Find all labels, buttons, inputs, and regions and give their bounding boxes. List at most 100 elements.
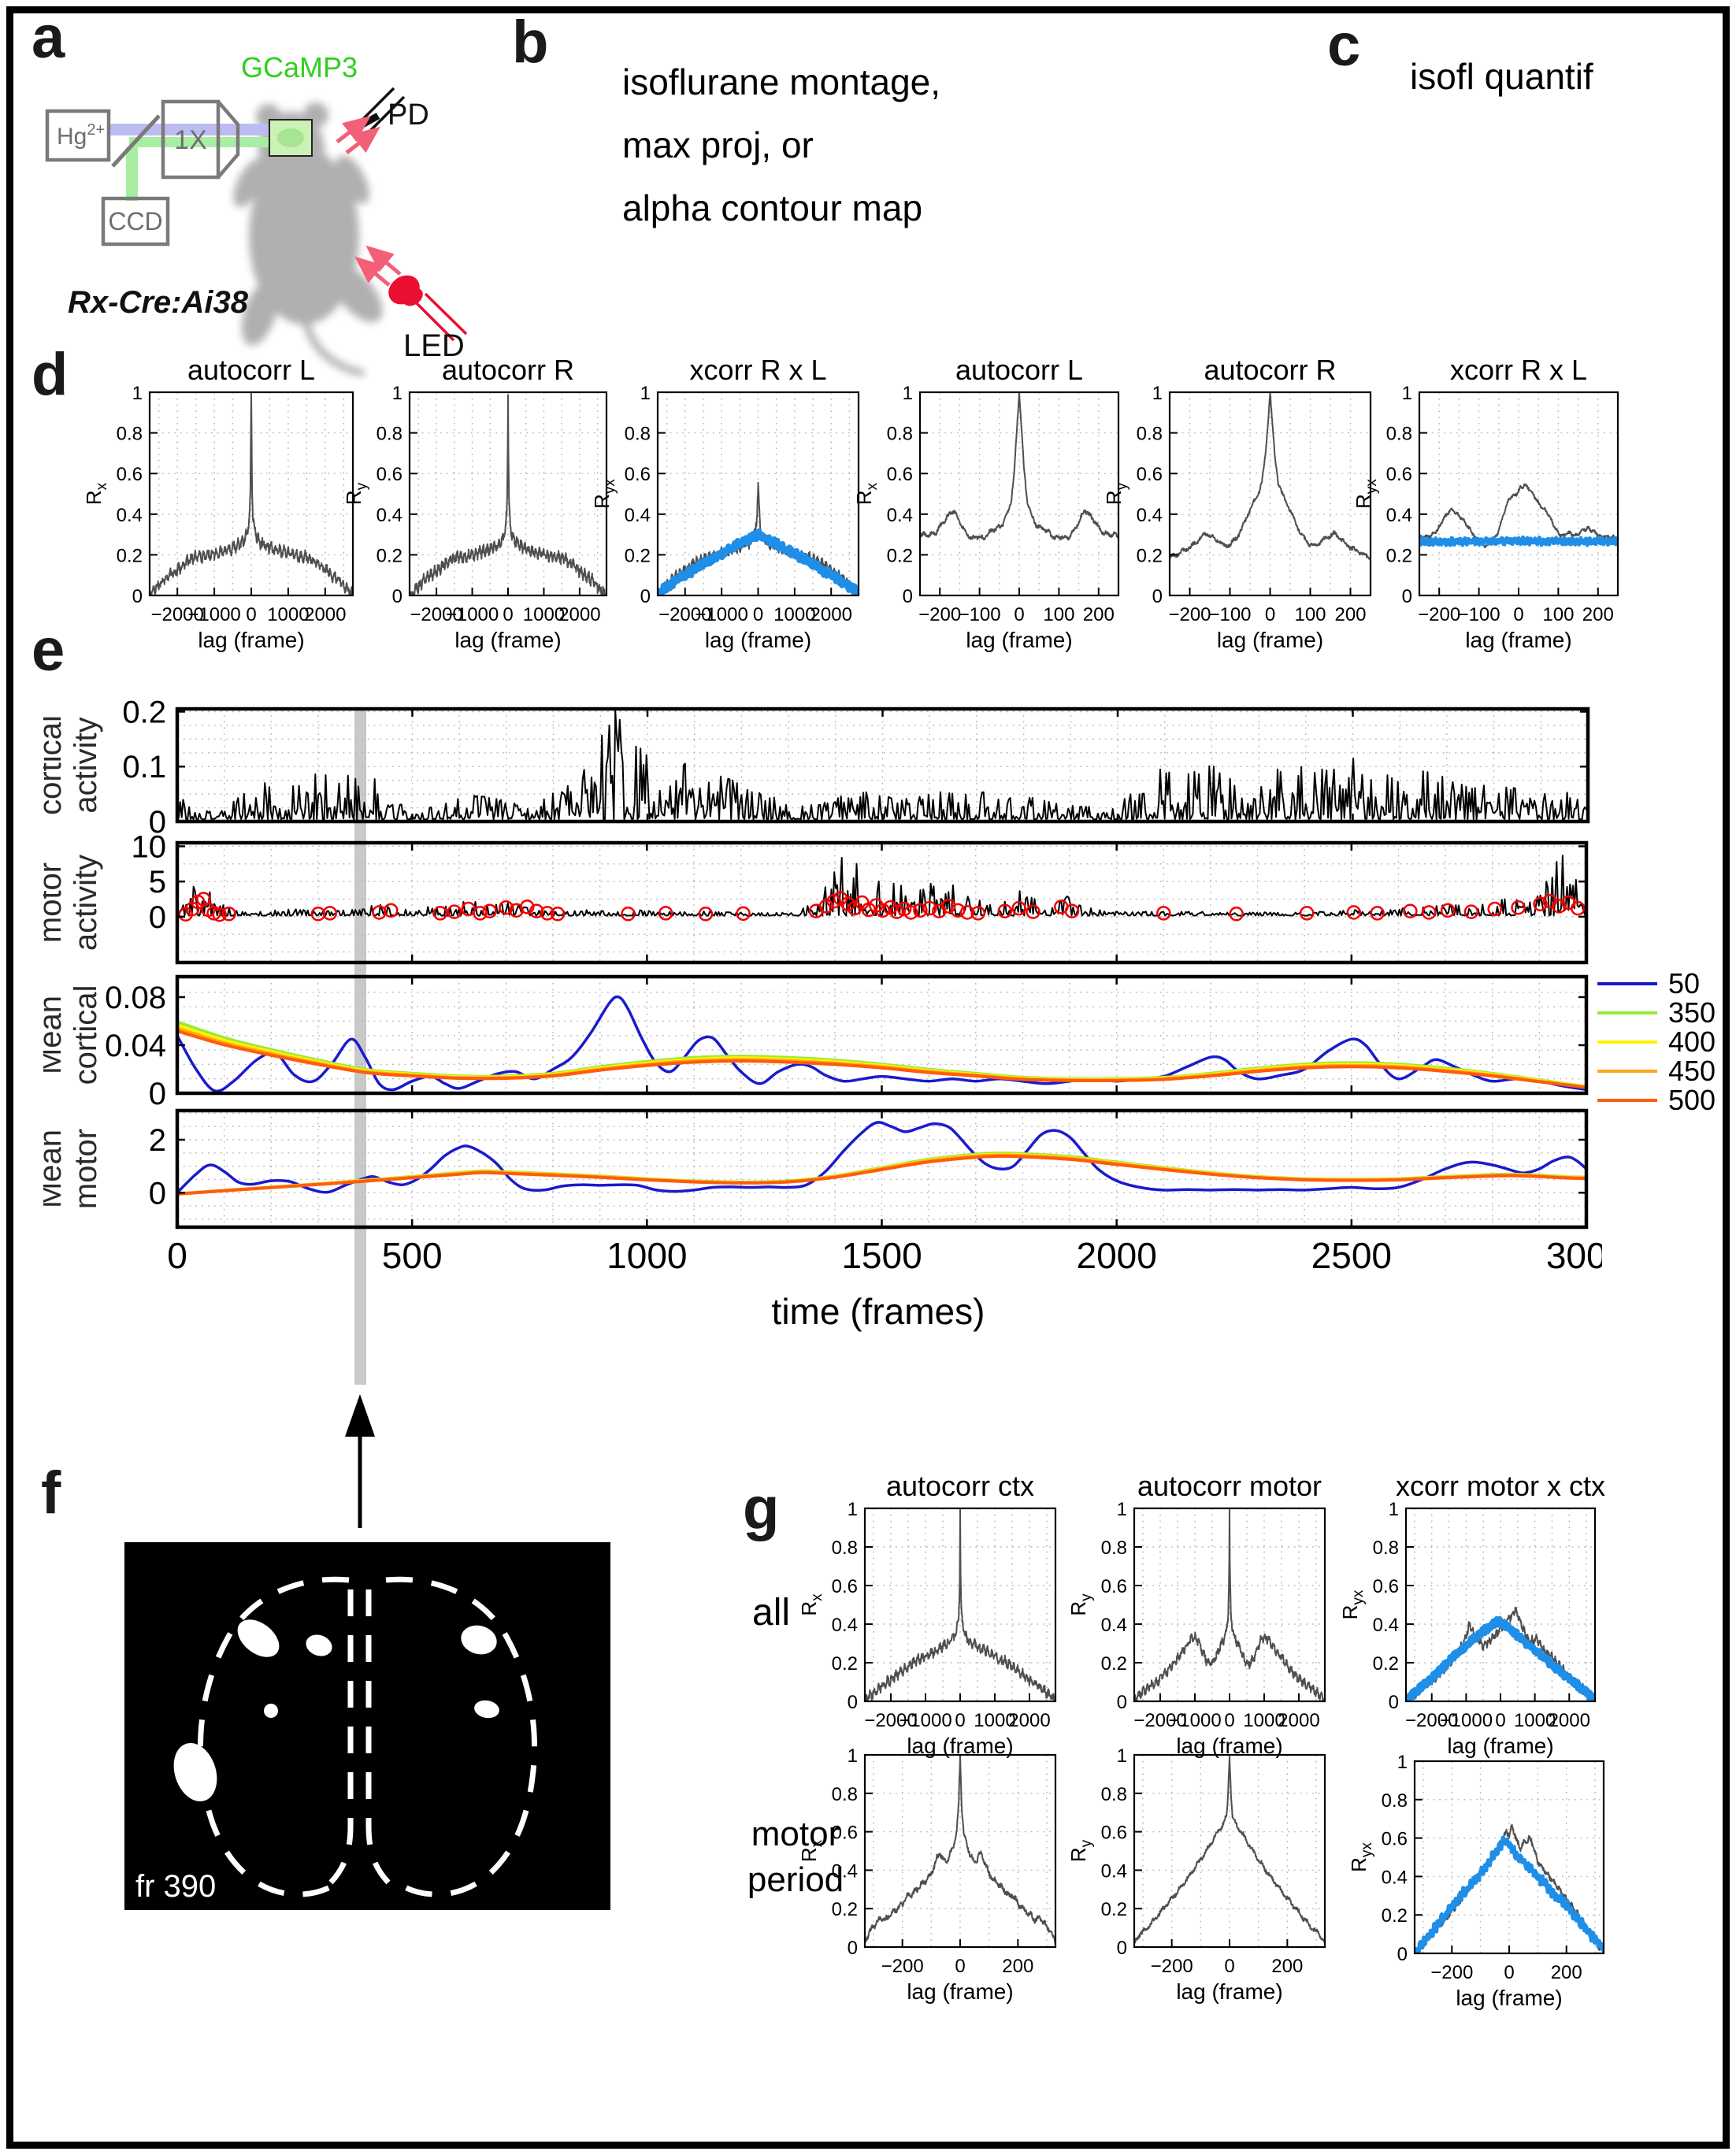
svg-text:2000: 2000 xyxy=(304,604,346,625)
gcamp-label: GCaMP3 xyxy=(241,51,358,83)
svg-text:0: 0 xyxy=(149,1077,166,1111)
svg-text:0.2: 0.2 xyxy=(832,1653,858,1675)
svg-text:0: 0 xyxy=(640,586,651,607)
panel-b-text: isoflurane montage, max proj, or alpha c… xyxy=(622,61,941,228)
svg-text:0.1: 0.1 xyxy=(122,750,166,784)
svg-text:100: 100 xyxy=(1542,604,1574,625)
chart-d6: xcorr R x L 0 0.2 0.4 0.6 0.8 1 −200−100 0 100 200… xyxy=(1352,354,1619,652)
svg-text:200: 200 xyxy=(1002,1956,1033,1977)
svg-text:−100: −100 xyxy=(959,604,1001,625)
mercury-lamp-label: Hg2+ xyxy=(57,121,105,150)
svg-text:Ry: Ry xyxy=(342,482,370,505)
svg-text:0.6: 0.6 xyxy=(1101,1576,1127,1597)
svg-text:0.2: 0.2 xyxy=(625,545,651,566)
svg-text:0: 0 xyxy=(149,1176,166,1211)
legend-line-swatch xyxy=(1597,1040,1657,1044)
frame-pointer-arrow xyxy=(345,1394,375,1528)
svg-text:0: 0 xyxy=(1504,1962,1514,1983)
frame-number-label: fr 390 xyxy=(135,1869,216,1904)
svg-text:−200: −200 xyxy=(1430,1962,1473,1983)
svg-text:lag (frame): lag (frame) xyxy=(907,1979,1013,2004)
svg-text:autocorr motor: autocorr motor xyxy=(1137,1470,1322,1502)
svg-text:0.8: 0.8 xyxy=(1382,1790,1408,1812)
svg-text:1000: 1000 xyxy=(523,604,565,625)
svg-text:0.4: 0.4 xyxy=(377,505,402,526)
ccd-label: CCD xyxy=(108,207,162,236)
svg-text:0.6: 0.6 xyxy=(832,1823,858,1844)
svg-text:−100: −100 xyxy=(1208,604,1251,625)
legend-entry: 350 xyxy=(1597,996,1716,1029)
svg-text:lag (frame): lag (frame) xyxy=(966,628,1072,652)
svg-text:0.08: 0.08 xyxy=(105,981,166,1015)
reflected-light-arrows-led xyxy=(354,245,402,287)
svg-text:0: 0 xyxy=(753,604,763,625)
svg-text:0: 0 xyxy=(955,1956,965,1977)
svg-text:motor: motor xyxy=(69,1129,103,1209)
svg-text:1: 1 xyxy=(1402,383,1412,404)
svg-text:xcorr motor x ctx: xcorr motor x ctx xyxy=(1396,1470,1605,1502)
genotype-label: Rx-Cre:Ai38 xyxy=(68,285,248,320)
panel-label-f: f xyxy=(41,1460,61,1526)
svg-text:1: 1 xyxy=(848,1499,858,1520)
svg-text:Ryx: Ryx xyxy=(1352,479,1380,509)
svg-text:0.2: 0.2 xyxy=(117,545,143,566)
cranial-window xyxy=(269,119,313,157)
svg-text:0: 0 xyxy=(1397,1944,1408,1965)
svg-text:lag (frame): lag (frame) xyxy=(1176,1979,1282,2004)
chart-d4: autocorr L 0 0.2 0.4 0.6 0.8 1 −200−100 0 100 200 l… xyxy=(852,354,1120,652)
svg-text:0.6: 0.6 xyxy=(832,1576,858,1597)
svg-text:0: 0 xyxy=(246,604,256,625)
legend-line-swatch xyxy=(1597,981,1657,985)
svg-text:0.6: 0.6 xyxy=(1373,1576,1399,1597)
svg-text:0.6: 0.6 xyxy=(1386,464,1412,485)
svg-text:500: 500 xyxy=(382,1235,443,1276)
svg-text:1000: 1000 xyxy=(1514,1710,1556,1731)
svg-text:200: 200 xyxy=(1334,604,1366,625)
svg-text:lag (frame): lag (frame) xyxy=(1176,1734,1282,1758)
svg-text:−100: −100 xyxy=(1458,604,1500,625)
svg-text:1: 1 xyxy=(640,383,651,404)
svg-text:1000: 1000 xyxy=(974,1710,1015,1731)
svg-text:0.4: 0.4 xyxy=(832,1860,858,1882)
svg-text:−1000: −1000 xyxy=(446,604,499,625)
svg-text:Ry: Ry xyxy=(1066,1593,1095,1616)
svg-text:0: 0 xyxy=(1513,604,1523,625)
svg-text:−2000: −2000 xyxy=(658,604,711,625)
svg-text:lag (frame): lag (frame) xyxy=(454,628,561,652)
svg-text:10: 10 xyxy=(132,829,167,864)
beamsplitter xyxy=(111,114,161,168)
svg-text:0.6: 0.6 xyxy=(117,464,143,485)
legend-label: 400 xyxy=(1668,1025,1716,1058)
svg-text:−2000: −2000 xyxy=(864,1710,917,1731)
svg-text:0.8: 0.8 xyxy=(1101,1784,1127,1805)
svg-text:2000: 2000 xyxy=(1278,1710,1319,1731)
setup-schematic: Hg2+ 1X CCD GCaMP3 PD LED xyxy=(45,51,468,377)
svg-text:1: 1 xyxy=(392,383,402,404)
legend-entry: 400 xyxy=(1597,1025,1716,1058)
svg-text:autocorr R: autocorr R xyxy=(442,354,574,386)
svg-text:1500: 1500 xyxy=(841,1235,922,1276)
svg-text:autocorr R: autocorr R xyxy=(1204,354,1336,386)
svg-text:xcorr R x L: xcorr R x L xyxy=(1450,354,1587,386)
chart-g3: xcorr motor x ctx 0 0.2 0.4 0.6 0.8 1 −2000−100… xyxy=(1338,1470,1605,1758)
svg-text:2000: 2000 xyxy=(1008,1710,1050,1731)
svg-text:0.6: 0.6 xyxy=(1382,1829,1408,1850)
legend-label: 350 xyxy=(1668,996,1716,1029)
chart-e3: 0 0.04 0.08 Mean cortical xyxy=(43,974,1589,1111)
svg-text:0.8: 0.8 xyxy=(832,1537,858,1559)
svg-text:0: 0 xyxy=(1224,1710,1234,1731)
svg-text:0.4: 0.4 xyxy=(1137,505,1163,526)
svg-text:0: 0 xyxy=(955,1710,965,1731)
svg-text:lag (frame): lag (frame) xyxy=(1456,1986,1562,2010)
svg-text:Rx: Rx xyxy=(82,482,110,505)
svg-text:0.8: 0.8 xyxy=(1373,1537,1399,1559)
panel-label-b: b xyxy=(512,9,549,76)
svg-text:0.6: 0.6 xyxy=(1101,1823,1127,1844)
svg-text:Ryx: Ryx xyxy=(1347,1842,1375,1872)
svg-text:1: 1 xyxy=(1117,1745,1127,1767)
svg-text:0: 0 xyxy=(149,900,166,935)
svg-text:5: 5 xyxy=(149,865,166,899)
